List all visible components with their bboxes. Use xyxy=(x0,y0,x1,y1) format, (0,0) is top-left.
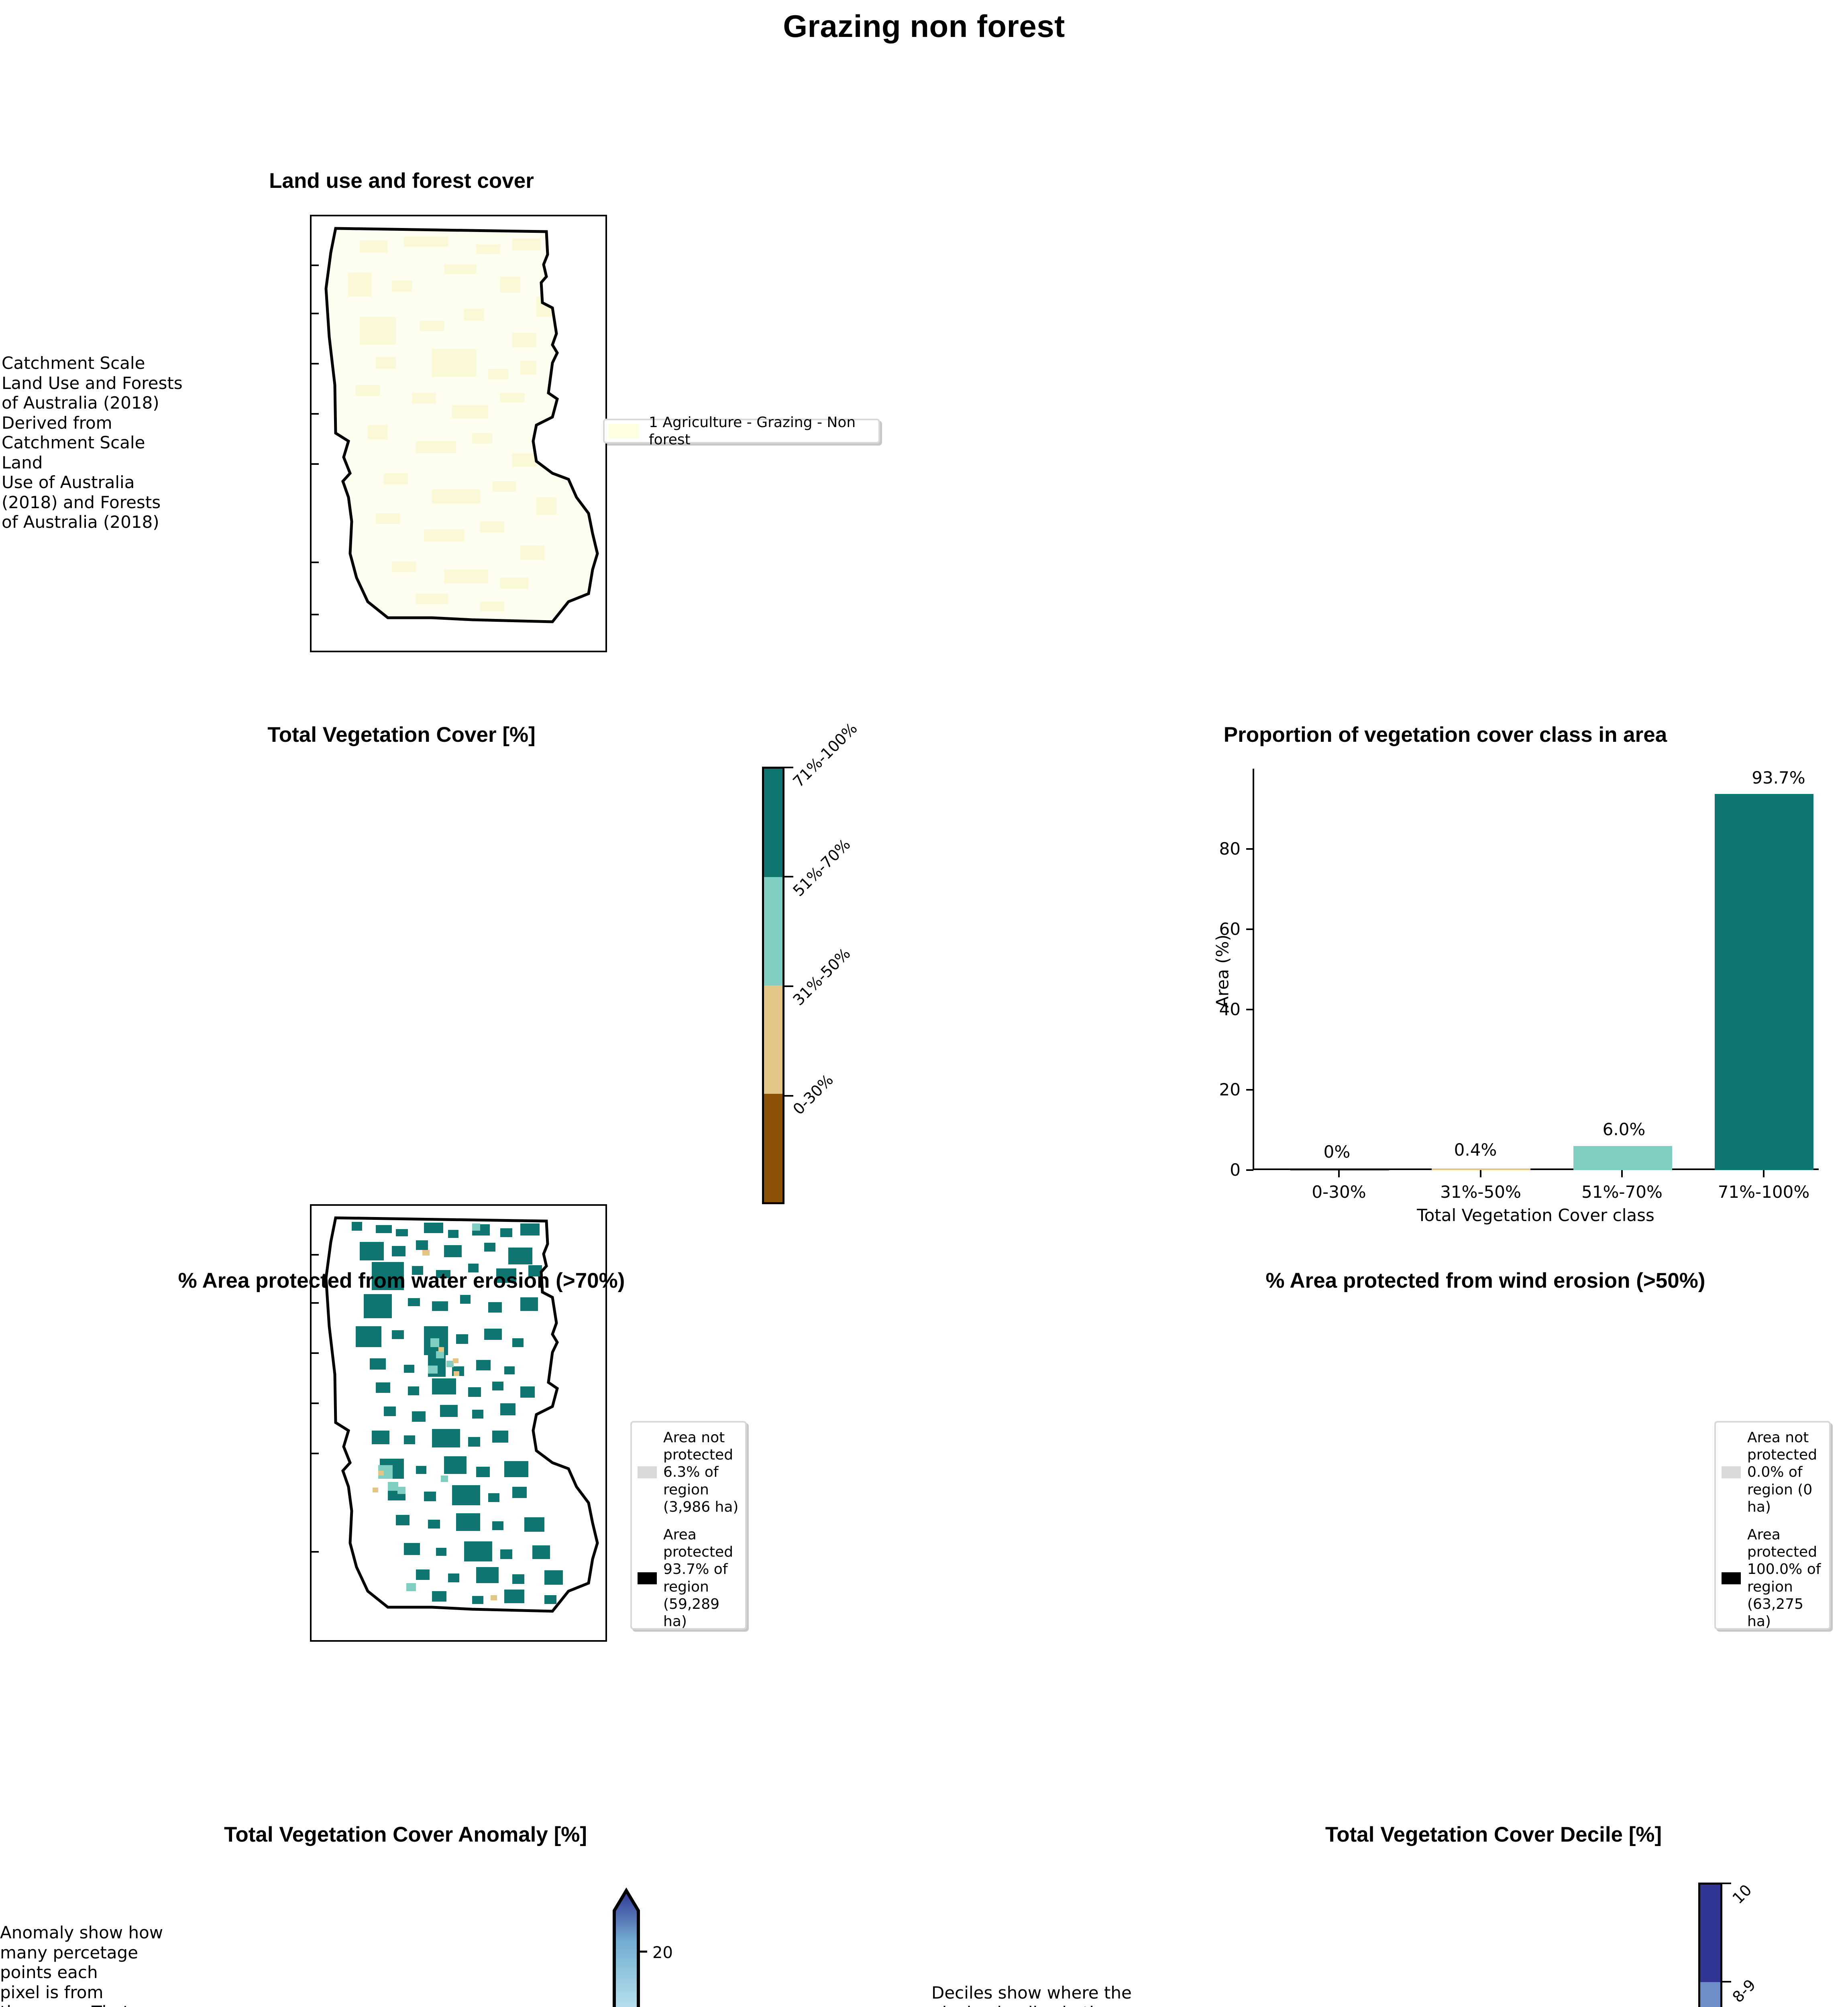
map-tick xyxy=(312,1352,319,1354)
bar-value-51-70: 6.0% xyxy=(1602,1120,1646,1139)
anomaly-panel-title: Total Vegetation Cover Anomaly [%] xyxy=(224,1823,587,1846)
colorbar-tick xyxy=(784,767,793,768)
y-tick xyxy=(1246,1169,1253,1171)
decile-colorbar[interactable]: 10 8-9 4-7 2-3 1 xyxy=(1698,1881,1759,2007)
y-tick xyxy=(1246,1009,1253,1010)
x-tick xyxy=(1480,1170,1481,1177)
map-tick xyxy=(312,1402,319,1404)
legend-label-area-protected: Area protected 93.7% of region (59,289 h… xyxy=(663,1526,733,1630)
legend-label-area-not-protected: Area not protected 0.0% of region (0 ha) xyxy=(1747,1429,1817,1515)
bar-31-50[interactable] xyxy=(1432,1168,1530,1170)
colorbar-tick xyxy=(784,985,793,987)
colorbar-tick xyxy=(784,876,793,877)
legend-label-area-protected: Area protected 100.0% of region (63,275 … xyxy=(1747,1526,1821,1630)
veg-cover-map[interactable] xyxy=(310,1204,607,1642)
land-use-map[interactable] xyxy=(310,215,607,652)
map-tick xyxy=(312,313,319,314)
veg-cover-colorbar[interactable]: 71%-100% 51%-70% 31%-50% 0-30% xyxy=(762,719,861,1204)
decile-label-8-9: 8-9 xyxy=(1729,1976,1759,2006)
x-tick-label-31-50: 31%-50% xyxy=(1440,1182,1521,1202)
bar-value-71-100: 93.7% xyxy=(1752,768,1805,788)
y-tick xyxy=(1246,848,1253,850)
map-tick xyxy=(312,463,319,465)
legend-swatch-area-not-protected xyxy=(638,1466,657,1478)
land-use-panel-title: Land use and forest cover xyxy=(269,169,534,193)
colorbar-tick xyxy=(1722,1883,1731,1884)
decile-panel-title: Total Vegetation Cover Decile [%] xyxy=(1325,1823,1662,1846)
veg-cover-panel-title: Total Vegetation Cover [%] xyxy=(267,723,536,747)
map-tick xyxy=(312,363,319,364)
y-axis-label: Area (%) xyxy=(1212,934,1233,1008)
legend-swatch-area-protected xyxy=(638,1572,657,1584)
wind-erosion-legend[interactable]: Area not protected 0.0% of region (0 ha)… xyxy=(1714,1421,1831,1630)
y-tick-label-40: 40 xyxy=(1219,999,1241,1019)
map-tick xyxy=(312,265,319,266)
map-tick xyxy=(312,1302,319,1304)
bar-value-0-30: 0% xyxy=(1323,1142,1351,1162)
y-tick-label-0: 0 xyxy=(1230,1160,1241,1180)
anomaly-tick-label-20: 20 xyxy=(652,1944,673,1962)
water-erosion-legend[interactable]: Area not protected 6.3% of region (3,986… xyxy=(630,1421,747,1630)
y-tick-label-20: 20 xyxy=(1219,1080,1241,1099)
colorbar-class-51-70 xyxy=(764,877,782,985)
map-tick xyxy=(312,413,319,415)
colorbar-class-71-100 xyxy=(764,769,782,877)
legend-label-grazing-non-forest: 1 Agriculture - Grazing - Non forest xyxy=(649,414,856,448)
colorbar-label-31-50: 31%-50% xyxy=(789,944,854,1009)
bar-chart-title: Proportion of vegetation cover class in … xyxy=(1223,723,1667,747)
x-tick-label-71-100: 71%-100% xyxy=(1718,1182,1810,1202)
colorbar-label-0-30: 0-30% xyxy=(789,1071,837,1118)
colorbar-class-31-50 xyxy=(764,985,782,1094)
map-tick xyxy=(312,562,319,563)
decile-note: Deciles show where the pixel value lies … xyxy=(931,1983,1132,2007)
legend-swatch-grazing-non-forest xyxy=(609,424,639,438)
colorbar-class-8-9 xyxy=(1700,1982,1720,2007)
page-title: Grazing non forest xyxy=(783,8,1065,44)
land-use-legend[interactable]: 1 Agriculture - Grazing - Non forest xyxy=(603,414,880,448)
colorbar-class-0-30 xyxy=(764,1094,782,1202)
x-tick xyxy=(1338,1170,1340,1177)
water-erosion-panel-title: % Area protected from water erosion (>70… xyxy=(178,1269,625,1293)
x-tick xyxy=(1763,1170,1764,1177)
y-tick xyxy=(1246,1089,1253,1091)
map-tick xyxy=(312,1551,319,1553)
colorbar-tick xyxy=(1722,1981,1731,1983)
legend-swatch-area-not-protected xyxy=(1722,1466,1741,1478)
anomaly-colorbar[interactable]: 20 10 0 −10 −20 xyxy=(602,1867,731,2007)
bar-value-31-50: 0.4% xyxy=(1454,1140,1497,1160)
legend-label-area-not-protected: Area not protected 6.3% of region (3,986… xyxy=(663,1429,739,1515)
map-tick xyxy=(312,1254,319,1256)
y-tick xyxy=(1246,928,1253,930)
x-tick xyxy=(1621,1170,1623,1177)
map-tick xyxy=(312,1453,319,1454)
bar-chart[interactable]: 0 20 40 60 80 Area (%) 0% 0.4% 6.0% 93.7… xyxy=(1204,768,1819,1225)
wind-erosion-panel-title: % Area protected from wind erosion (>50%… xyxy=(1265,1269,1705,1293)
x-tick-label-0-30: 0-30% xyxy=(1312,1182,1366,1202)
colorbar-label-71-100: 71%-100% xyxy=(789,719,861,791)
decile-label-10: 10 xyxy=(1729,1881,1755,1907)
land-use-source-note: Catchment Scale Land Use and Forests of … xyxy=(2,353,183,532)
anomaly-note: Anomaly show how many percetage points e… xyxy=(0,1923,163,2007)
colorbar-tick xyxy=(784,1095,793,1097)
map-tick xyxy=(312,614,319,615)
x-axis-label: Total Vegetation Cover class xyxy=(1417,1205,1654,1225)
bar-51-70[interactable] xyxy=(1573,1146,1672,1170)
colorbar-class-10 xyxy=(1700,1885,1720,1983)
legend-swatch-area-protected xyxy=(1722,1572,1741,1584)
y-tick-label-80: 80 xyxy=(1219,839,1241,859)
bar-71-100[interactable] xyxy=(1715,794,1813,1170)
colorbar-label-51-70: 51%-70% xyxy=(789,835,854,900)
y-tick-label-60: 60 xyxy=(1219,919,1241,939)
x-tick-label-51-70: 51%-70% xyxy=(1581,1182,1663,1202)
